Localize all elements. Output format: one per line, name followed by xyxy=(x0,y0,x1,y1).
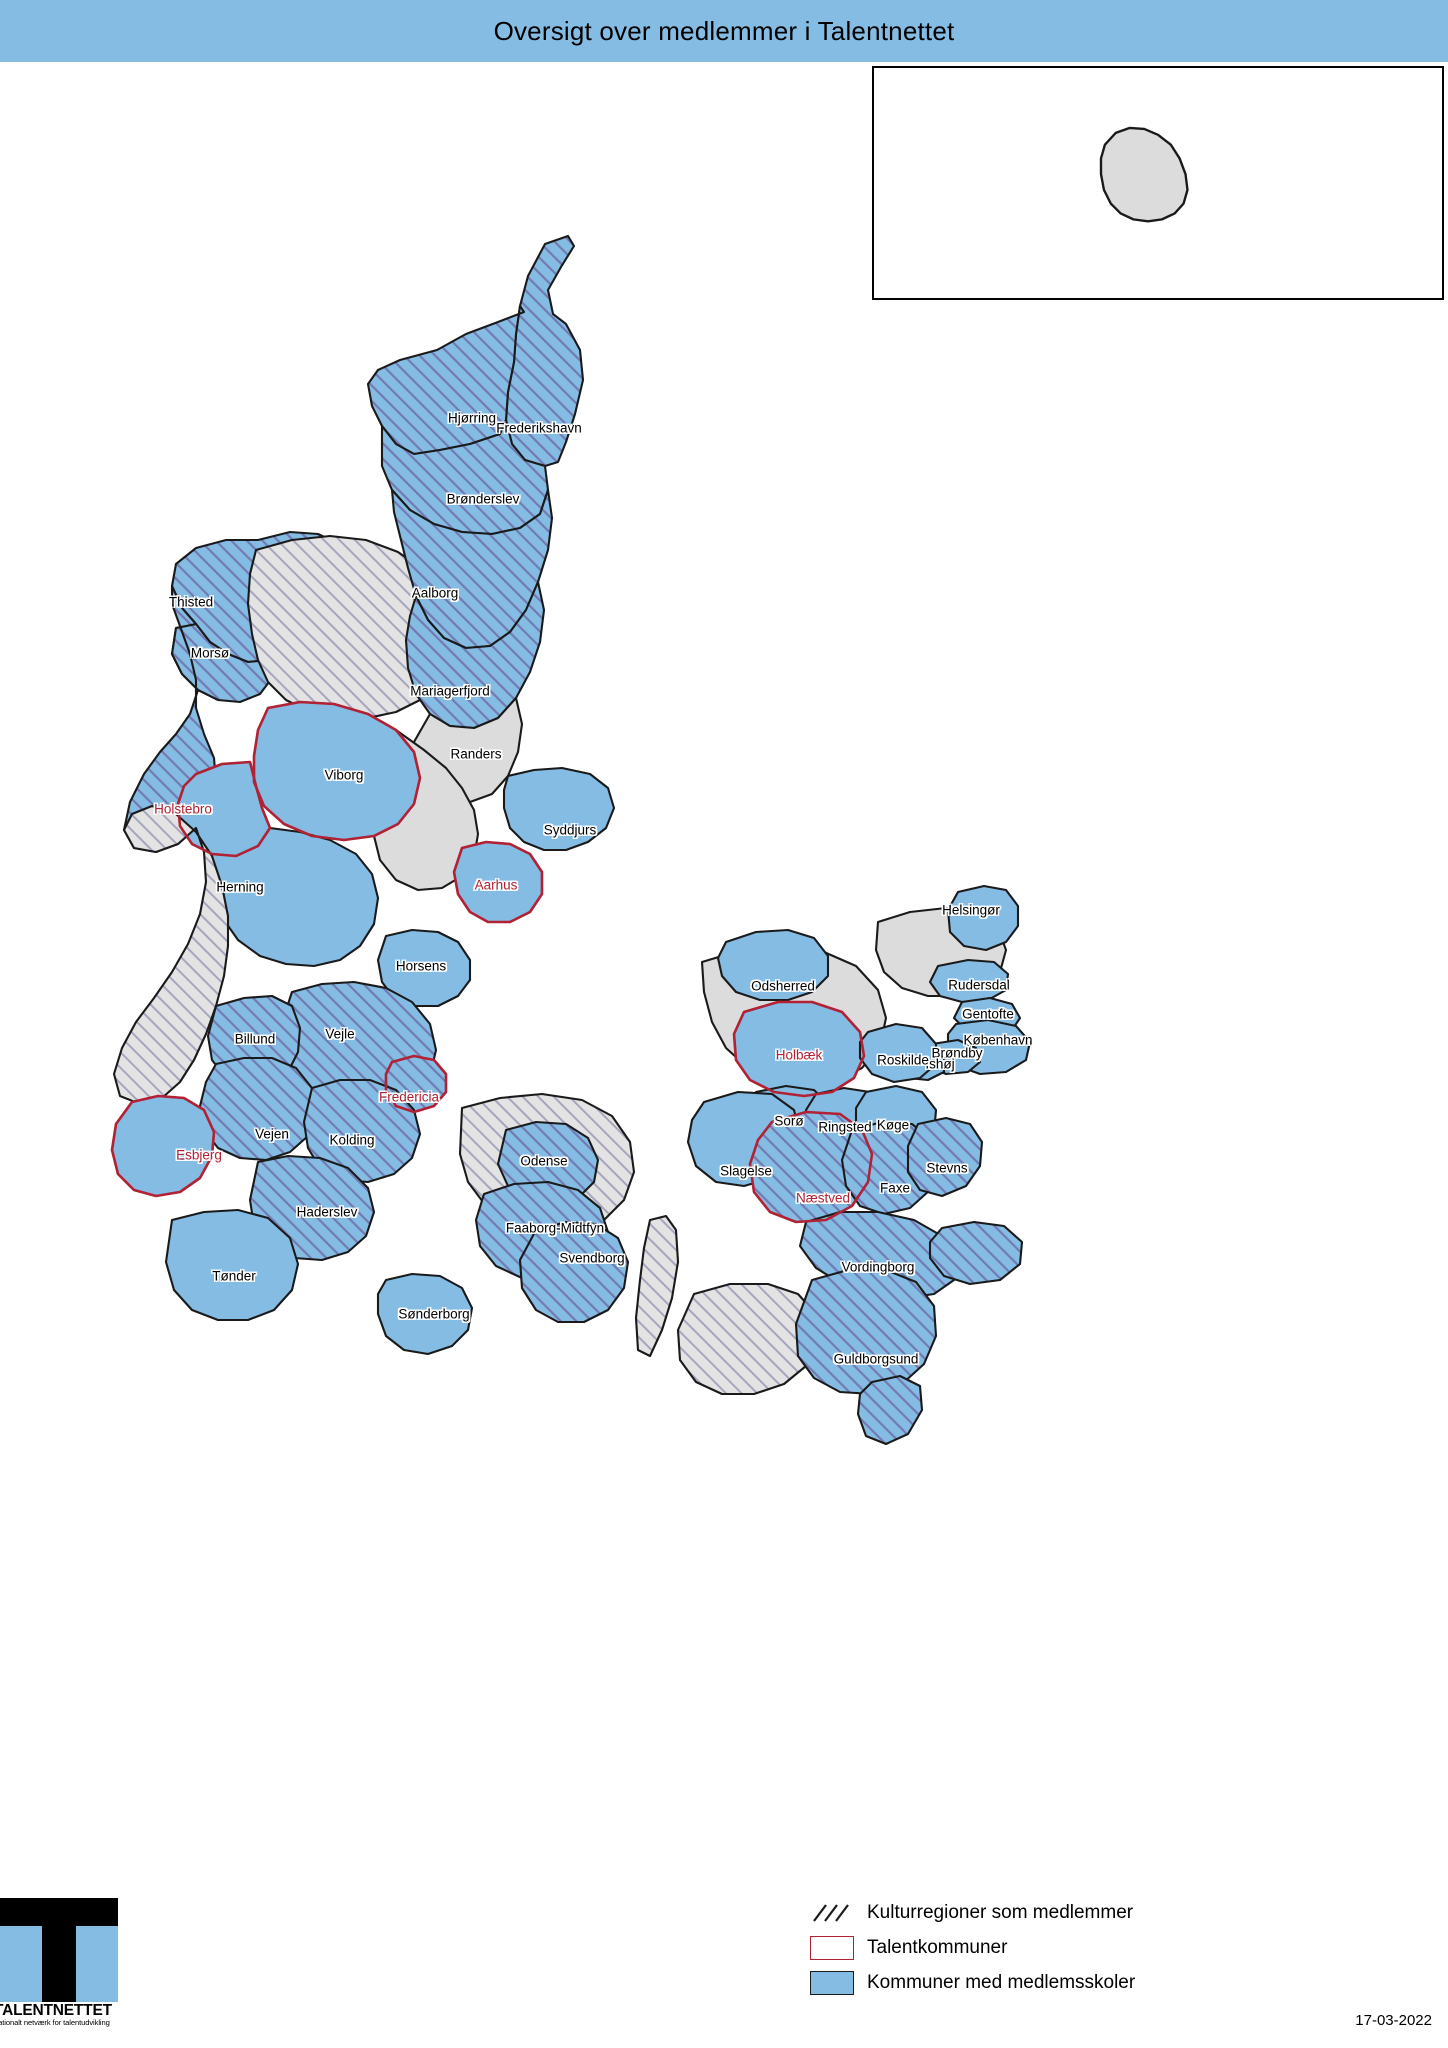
blue-fill-swatch-icon xyxy=(810,1971,854,1995)
region-guldborgsund xyxy=(794,1268,938,1396)
legend-item-talentkommuner: Talentkommuner xyxy=(810,1935,1430,1961)
legend-label-talentkommuner: Talentkommuner xyxy=(867,1937,1008,1958)
talent-border-fredericia xyxy=(384,1054,448,1114)
region-odsherred xyxy=(716,928,830,1002)
talent-border-naestved xyxy=(748,1110,874,1224)
legend-label-medlemsskoler: Kommuner med medlemsskoler xyxy=(867,1972,1136,1993)
talent-municipality-borders xyxy=(110,700,874,1224)
region-roskilde xyxy=(858,1022,938,1084)
bornholm-shape xyxy=(1099,126,1189,223)
denmark-map-svg xyxy=(110,234,1032,1446)
talent-border-holstebro xyxy=(176,760,272,858)
legend-label-kulturregioner: Kulturregioner som medlemmer xyxy=(867,1902,1134,1923)
region-stevns xyxy=(906,1116,984,1198)
logo-t-stem xyxy=(42,1898,76,2002)
region-horsens xyxy=(376,928,472,1008)
map-date: 17-03-2022 xyxy=(1355,2012,1432,2029)
talent-border-aarhus xyxy=(452,840,544,924)
red-outline-swatch-icon xyxy=(810,1936,854,1960)
region-moen xyxy=(928,1220,1024,1286)
talent-border-esbjerg xyxy=(110,1094,216,1198)
hatch-swatch-icon xyxy=(810,1901,854,1925)
region-toender xyxy=(164,1208,300,1322)
legend-item-kulturregioner: Kulturregioner som medlemmer xyxy=(810,1900,1430,1926)
bornholm-inset-map xyxy=(1099,126,1189,223)
region-vejen xyxy=(198,1056,318,1162)
denmark-map: Hjørring Frederikshavn Brønderslev Thisted A… xyxy=(0,62,1448,1872)
title-banner: Oversigt over medlemmer i Talentnettet xyxy=(0,0,1448,62)
logo-wordmark: TALENTNETTET xyxy=(0,2002,112,2019)
logo-tagline: nationalt netværk for talentudvikling xyxy=(0,2018,110,2027)
region-falster-tip xyxy=(856,1374,924,1446)
region-helsingoer xyxy=(946,884,1020,952)
region-langeland-grey xyxy=(634,1214,680,1358)
region-syddjurs xyxy=(502,766,616,852)
region-himmerland-grey xyxy=(246,534,456,720)
region-kolding xyxy=(302,1078,422,1184)
bornholm-inset-box xyxy=(872,66,1444,300)
region-rudersdal xyxy=(928,958,1010,1004)
legend: Kulturregioner som medlemmer Talentkommu… xyxy=(810,1900,1430,2005)
page-title: Oversigt over medlemmer i Talentnettet xyxy=(493,15,955,46)
talentnettet-logo: TALENTNETTET nationalt netværk for talen… xyxy=(0,1898,118,2028)
talent-border-holbaek xyxy=(732,1000,866,1098)
region-lolland-grey xyxy=(676,1282,820,1396)
region-mariagerfjord xyxy=(404,580,546,730)
region-svendborg xyxy=(518,1220,630,1324)
logo-t-icon xyxy=(0,1898,118,2002)
talent-border-viborg xyxy=(252,700,422,842)
region-esbjerg xyxy=(110,1094,216,1198)
region-soenderborg xyxy=(376,1272,474,1356)
region-frederikshavn xyxy=(504,234,585,468)
legend-item-medlemsskoler: Kommuner med medlemsskoler xyxy=(810,1970,1430,1996)
